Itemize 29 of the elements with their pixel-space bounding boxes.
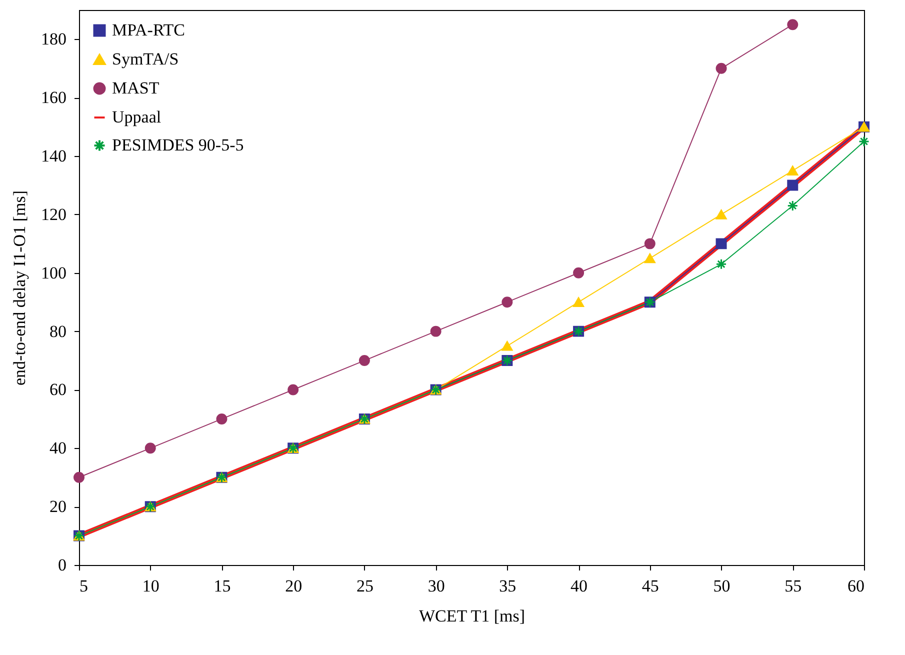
legend-label: PESIMDES 90-5-5 [112,136,244,154]
legend-label: Uppaal [112,108,162,126]
x-tick-label: 20 [285,576,302,596]
x-axis-title: WCET T1 [ms] [418,606,526,626]
y-tick-label: 160 [41,88,66,108]
y-tick-label: 60 [50,380,66,400]
y-tick-label: 180 [41,30,66,49]
x-tick-label: 30 [428,576,445,596]
x-tick-label: 60 [848,576,864,596]
x-tick-label: 5 [80,576,88,596]
x-tick-label: 45 [642,576,659,596]
x-tick-label: 35 [499,576,516,596]
x-tick-label: 50 [713,576,730,596]
y-tick-label: 80 [50,322,66,341]
x-tick-label: 40 [570,576,588,596]
legend-label: MPA-RTC [112,20,185,40]
y-tick-label: 40 [50,438,66,458]
x-tick-label: 55 [784,576,802,596]
y-tick-label: 140 [41,146,66,166]
x-tick-label: 15 [214,576,231,596]
legend-label: MAST [112,78,160,98]
x-tick-label: 25 [356,576,374,596]
y-tick-label: 100 [41,263,66,282]
y-tick-label: 20 [50,497,66,516]
y-tick-label: 120 [41,204,66,224]
y-axis-title: end-to-end delay I1-O1 [ms] [10,190,29,386]
x-tick-label: 10 [142,576,160,596]
y-tick-label: 0 [58,556,66,574]
legend-label: SymTA/S [112,50,179,68]
